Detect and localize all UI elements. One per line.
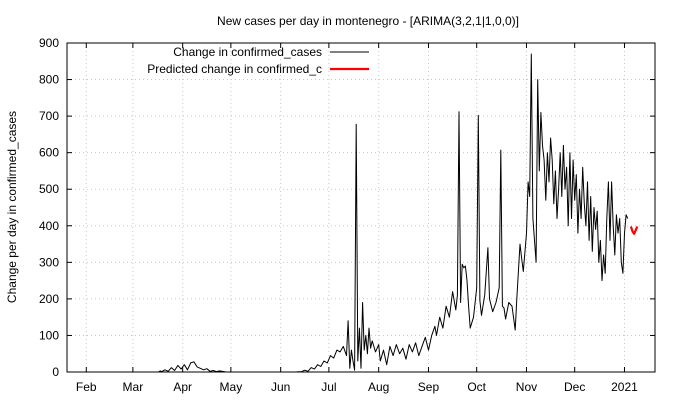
y-tick-label: 200: [39, 292, 59, 306]
y-tick-label: 700: [39, 109, 59, 123]
grid: [67, 42, 655, 373]
legend: Change in confirmed_cases Predicted chang…: [147, 45, 369, 76]
legend-label: Change in confirmed_cases: [173, 45, 322, 59]
y-tick-label: 0: [52, 365, 59, 379]
x-tick-label: Sep: [418, 380, 440, 394]
x-tick-label: May: [220, 380, 243, 394]
x-tick-label: Oct: [467, 380, 486, 394]
y-axis: 0 100 200 300 400 500 600 700 800 900: [39, 36, 655, 379]
plot-frame: [66, 42, 656, 373]
x-tick-label: Dec: [564, 380, 585, 394]
x-tick-label: Nov: [516, 380, 537, 394]
chart-title: New cases per day in montenegro - [ARIMA…: [217, 14, 519, 28]
legend-label: Predicted change in confirmed_c: [147, 62, 322, 76]
y-tick-label: 600: [39, 146, 59, 160]
series-line-predicted: [629, 226, 639, 235]
y-tick-label: 800: [39, 73, 59, 87]
x-tick-label: Aug: [368, 380, 389, 394]
x-tick-label: Feb: [76, 380, 97, 394]
series-line-confirmed: [158, 53, 629, 373]
x-tick-label: 2021: [611, 380, 638, 394]
plot-area: [158, 53, 639, 373]
x-tick-label: Apr: [173, 380, 192, 394]
y-axis-label: Change per day in confirmed_cases: [5, 111, 19, 303]
x-tick-label: Mar: [123, 380, 144, 394]
y-tick-label: 100: [39, 328, 59, 342]
x-tick-label: Jun: [271, 380, 290, 394]
y-tick-label: 300: [39, 255, 59, 269]
x-axis: Feb Mar Apr May Jun Jul Aug Sep Oct Nov Dec 2021: [76, 43, 638, 394]
x-tick-label: Jul: [321, 380, 336, 394]
y-tick-label: 500: [39, 182, 59, 196]
y-tick-label: 400: [39, 219, 59, 233]
y-tick-label: 900: [39, 36, 59, 50]
